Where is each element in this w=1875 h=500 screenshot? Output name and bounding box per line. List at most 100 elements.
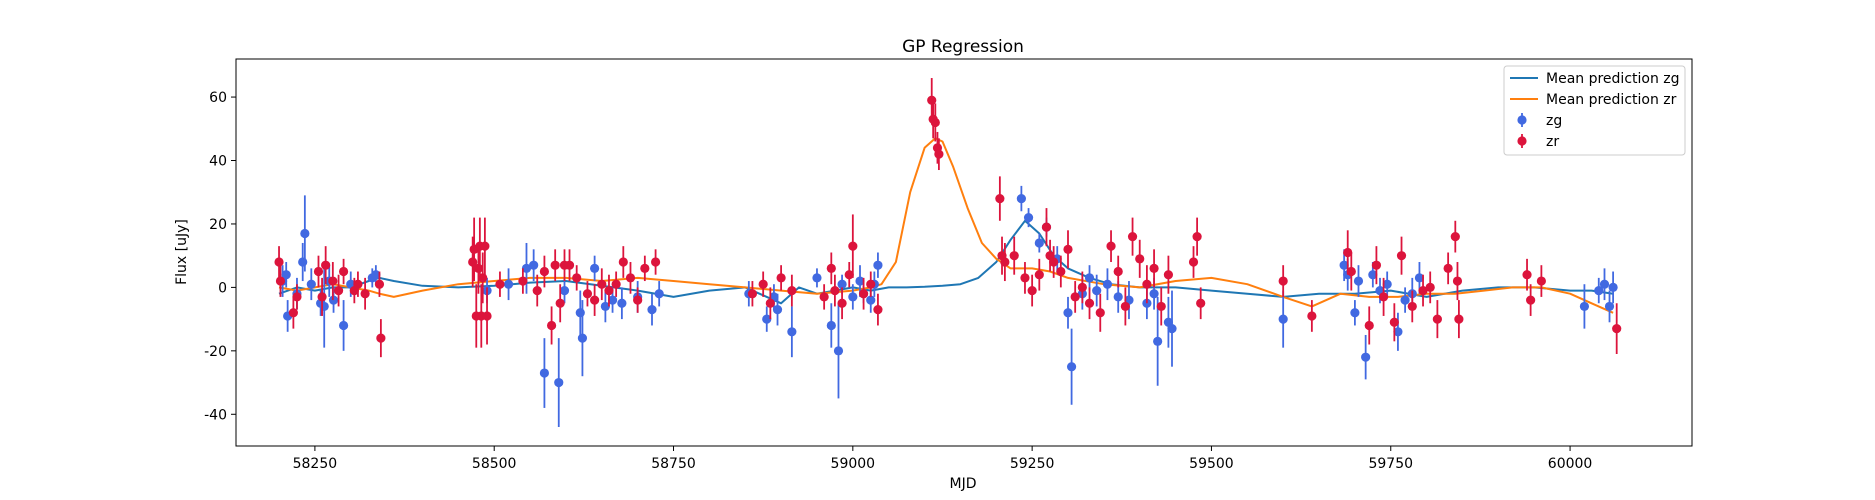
zr-data-point xyxy=(1000,242,1010,282)
zr-marker xyxy=(1135,254,1145,264)
zr-marker xyxy=(539,266,550,277)
zg-marker xyxy=(617,298,627,308)
zg-marker xyxy=(1278,314,1288,324)
x-tick-label: 58500 xyxy=(472,456,517,472)
legend-label: zg xyxy=(1546,113,1562,129)
series-zr xyxy=(274,78,1622,358)
zr-data-point xyxy=(1346,252,1356,291)
zr-data-point xyxy=(819,284,829,310)
zg-marker xyxy=(1034,238,1044,248)
zg-marker xyxy=(1400,295,1410,305)
zg-data-point xyxy=(300,195,310,272)
zg-marker xyxy=(787,327,797,337)
zr-marker xyxy=(597,279,607,289)
x-tick-label: 59500 xyxy=(1189,456,1234,472)
zr-marker xyxy=(532,285,542,296)
zg-data-point xyxy=(617,287,627,320)
zr-marker xyxy=(1149,263,1159,273)
zr-marker xyxy=(1163,270,1174,280)
zg-data-point xyxy=(281,262,291,288)
zg-marker xyxy=(1393,327,1403,337)
zg-data-point xyxy=(1579,284,1590,329)
zr-marker xyxy=(1443,263,1453,273)
zr-marker xyxy=(1278,276,1288,286)
zr-marker xyxy=(873,304,883,315)
zr-marker xyxy=(564,260,575,270)
zr-data-point xyxy=(1522,258,1532,291)
zg-data-point xyxy=(1153,296,1163,386)
zg-data-point xyxy=(1382,271,1392,297)
zr-marker xyxy=(633,295,643,305)
legend-marker-swatch xyxy=(1517,136,1527,146)
zr-marker xyxy=(1364,320,1374,331)
zr-data-point xyxy=(1407,290,1417,323)
zg-data-point xyxy=(848,284,858,310)
zg-marker xyxy=(833,346,844,356)
zr-data-point xyxy=(1536,265,1546,297)
zg-marker xyxy=(1153,336,1163,346)
zg-data-point xyxy=(1400,287,1410,313)
zg-data-point xyxy=(1023,208,1034,228)
zr-marker xyxy=(1452,276,1463,286)
zr-marker xyxy=(844,270,854,280)
zg-data-point xyxy=(654,281,664,307)
zr-data-point xyxy=(1056,255,1066,288)
zr-marker xyxy=(274,257,284,267)
zr-marker xyxy=(1142,279,1152,289)
legend-box xyxy=(1503,65,1686,156)
zr-data-point xyxy=(633,287,643,313)
zg-marker xyxy=(607,295,618,305)
zr-marker xyxy=(590,295,600,305)
zr-marker xyxy=(1396,251,1407,261)
zg-marker xyxy=(647,304,657,315)
zg-marker xyxy=(1414,273,1425,283)
zr-marker xyxy=(518,276,528,286)
zr-data-point xyxy=(582,281,593,307)
zr-data-point xyxy=(776,265,786,291)
zg-data-point xyxy=(559,277,570,304)
zr-data-point xyxy=(995,176,1005,221)
zr-data-point xyxy=(1196,287,1206,320)
zr-marker xyxy=(1378,292,1389,302)
zg-data-point xyxy=(1353,265,1364,297)
zr-marker xyxy=(1432,314,1442,324)
zr-data-point xyxy=(480,217,490,275)
zr-marker xyxy=(1389,317,1399,327)
zg-data-point xyxy=(600,290,610,323)
zr-marker xyxy=(1407,301,1417,312)
zr-data-point xyxy=(518,268,528,294)
legend-label: Mean prediction zr xyxy=(1546,92,1677,108)
zr-marker xyxy=(640,263,650,273)
zr-data-point xyxy=(1120,287,1130,326)
zr-marker xyxy=(747,289,758,299)
zg-marker xyxy=(319,301,329,312)
zg-marker xyxy=(812,273,822,283)
zg-marker xyxy=(1113,292,1123,302)
zg-marker xyxy=(577,333,588,343)
zg-marker xyxy=(1063,308,1073,318)
zr-marker xyxy=(1070,292,1080,302)
zr-data-point xyxy=(625,262,636,294)
zg-data-point xyxy=(787,306,797,358)
zr-marker xyxy=(555,298,565,308)
zg-marker xyxy=(826,320,836,331)
zr-data-point xyxy=(1192,217,1202,256)
zr-data-point xyxy=(360,277,370,310)
zr-data-point xyxy=(328,262,338,301)
x-tick-label: 60000 xyxy=(1548,456,1593,472)
x-axis-label: MJD xyxy=(950,476,977,492)
zg-marker xyxy=(1361,352,1371,362)
zr-marker xyxy=(550,260,560,270)
zg-marker xyxy=(300,228,310,239)
zr-data-point xyxy=(572,265,582,291)
zg-marker xyxy=(1149,289,1159,299)
x-axis: 58250 58500 58750 59000 59250 59500 59750 60000 xyxy=(293,446,1593,472)
zg-marker xyxy=(1092,285,1102,296)
zg-data-point xyxy=(503,268,514,301)
axes-frame xyxy=(235,58,1693,447)
zr-data-point xyxy=(482,287,492,345)
zg-marker xyxy=(575,308,585,318)
zr-data-point xyxy=(1454,300,1464,339)
zr-data-point xyxy=(1113,255,1123,288)
